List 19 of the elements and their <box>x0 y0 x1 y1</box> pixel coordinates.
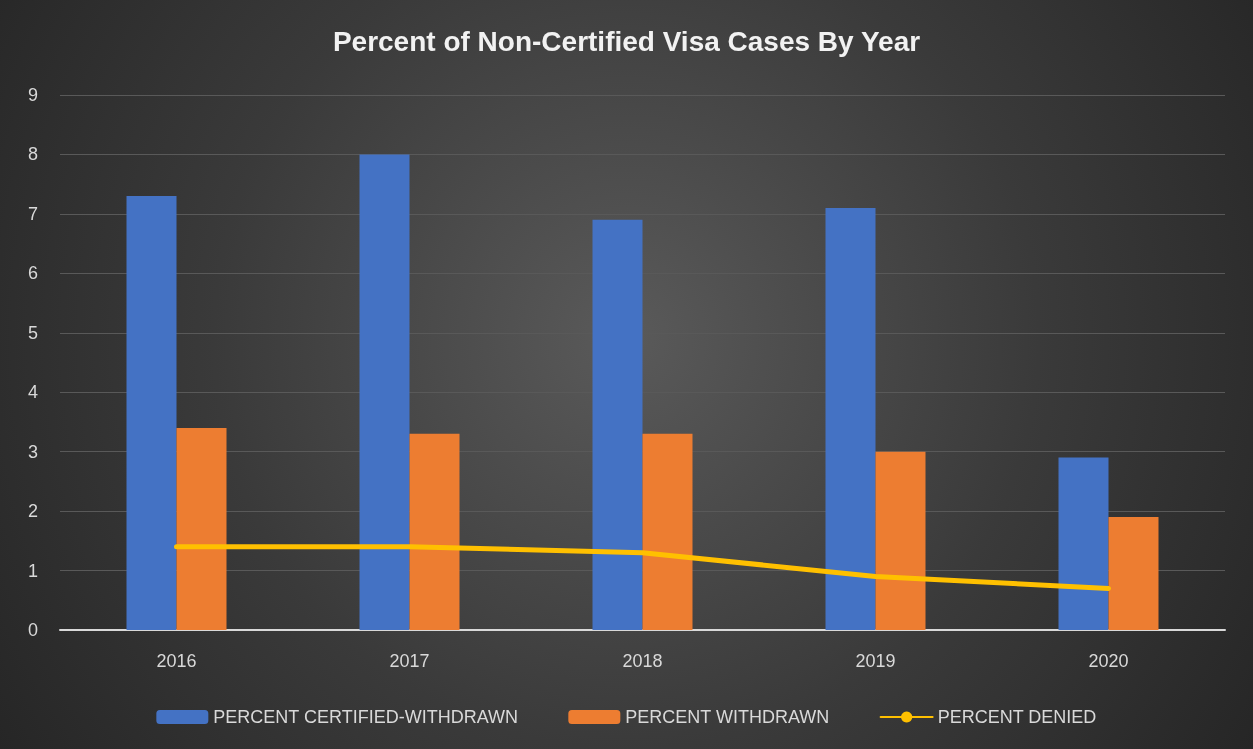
y-tick-label: 5 <box>27 322 38 343</box>
legend-label: PERCENT CERTIFIED-WITHDRAWN <box>213 707 519 727</box>
y-tick-label: 4 <box>27 382 38 403</box>
y-tick-label: 0 <box>27 620 38 640</box>
x-tick-label: 2020 <box>1088 651 1129 671</box>
y-tick-label: 8 <box>27 144 38 165</box>
x-tick-label: 2019 <box>855 651 896 671</box>
y-tick-label: 9 <box>27 85 38 105</box>
chart-title: Percent of Non-Certified Visa Cases By Year <box>332 25 921 57</box>
x-tick-label: 2016 <box>156 651 197 671</box>
y-tick-label: 1 <box>27 560 38 581</box>
legend-label: PERCENT DENIED <box>937 707 1097 727</box>
y-tick-label: 7 <box>27 203 38 224</box>
x-tick-label: 2017 <box>389 651 430 671</box>
legend-label: PERCENT WITHDRAWN <box>625 707 830 727</box>
x-tick-label: 2018 <box>622 651 663 671</box>
y-tick-label: 6 <box>27 263 38 284</box>
y-tick-label: 3 <box>27 441 38 462</box>
y-tick-label: 2 <box>27 501 38 522</box>
